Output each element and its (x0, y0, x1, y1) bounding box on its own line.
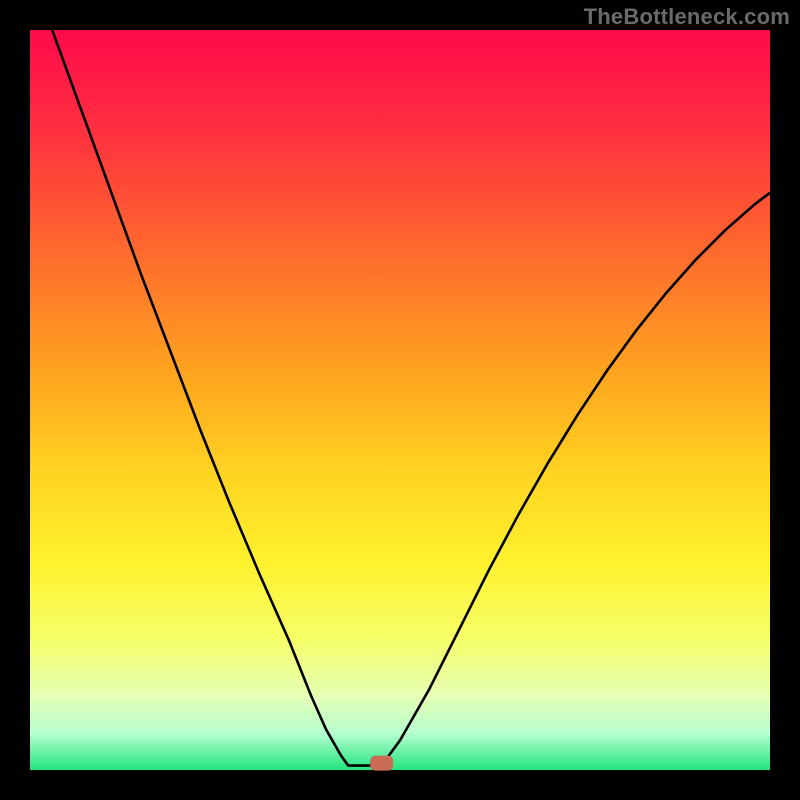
watermark-text: TheBottleneck.com (584, 4, 790, 30)
chart-stage: { "watermark": { "text": "TheBottleneck.… (0, 0, 800, 800)
optimal-point-marker (370, 756, 394, 771)
bottleneck-curve (30, 30, 770, 770)
plot-area (30, 30, 770, 770)
